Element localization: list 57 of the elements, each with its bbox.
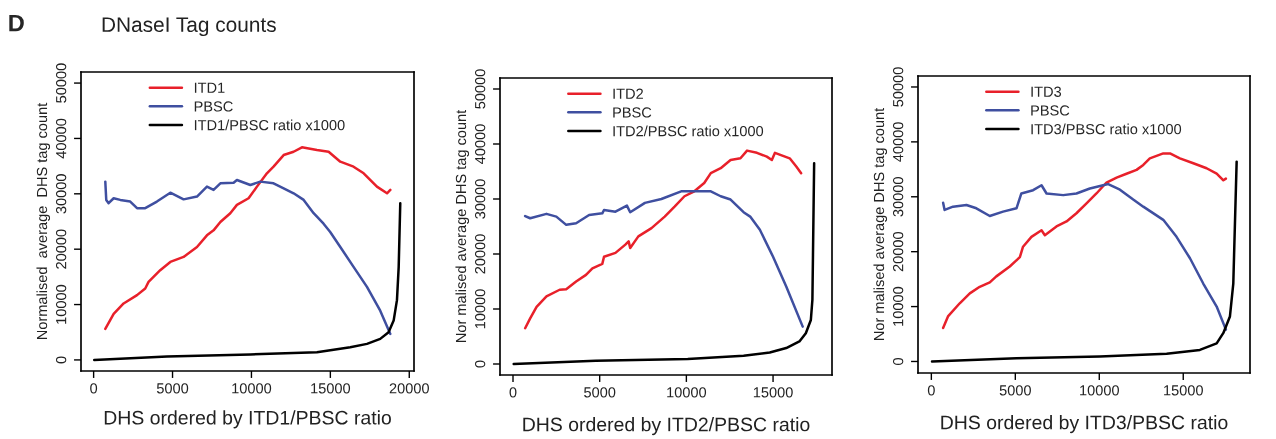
legend-label: ITD3 [1031,86,1062,97]
x-tick-label: 0 [90,383,98,394]
line-series [523,190,804,328]
y-tick-label: 50000 [55,63,67,103]
x-tick-label: 5000 [156,383,189,394]
x-tick-label: 5000 [584,387,616,398]
y-tick-label: 40000 [474,124,486,164]
y-tick-label: 30000 [55,174,67,214]
x-axis-title: DHS ordered by ITD2/PBSC ratio [523,417,810,436]
line-series [512,162,816,366]
legend-label: ITD1/PBSC ratio x1000 [194,119,345,131]
text: D [9,14,24,32]
x-tick-label: 20000 [389,383,429,394]
y-tick-label: 10000 [55,284,67,324]
x-tick-label: 15000 [1164,385,1203,396]
y-tick-label: 0 [474,360,486,368]
y-axis-title: Nor malised average DHS tag count [873,107,888,341]
y-tick-label: 40000 [55,118,67,159]
line-series [941,182,1228,331]
y-tick-label: 20000 [892,231,904,272]
line-series [941,152,1228,330]
x-tick-label: 10000 [232,383,272,394]
line-series [930,160,1238,363]
x-tick-label: 15000 [311,383,351,394]
y-tick-label: 30000 [892,177,904,217]
x-tick-label: 10000 [1080,385,1119,396]
line-series [104,178,392,336]
y-axis-title: Nor malised average DHS tag count [455,109,470,343]
x-tick-label: 0 [927,385,935,396]
line-series [93,201,402,362]
x-tick-label: 15000 [753,387,793,398]
x-axis-title: DHS ordered by ITD3/PBSC ratio [941,415,1228,434]
y-tick-label: 20000 [55,229,67,269]
y-axis-title: Normalised average DHS tag count [36,102,51,340]
chart-title: DNaseI Tag counts [102,17,276,37]
legend-label: PBSC [613,107,652,118]
x-tick-label: 0 [509,387,517,398]
y-tick-label: 10000 [474,289,486,329]
legend-label: ITD3/PBSC ratio x1000 [1031,123,1182,135]
x-tick-label: 5000 [999,385,1031,396]
y-tick-label: 0 [55,356,67,364]
x-axis-title: DHS ordered by ITD1/PBSC ratio [104,410,391,429]
y-tick-label: 50000 [474,69,486,109]
legend-label: PBSC [194,101,233,112]
legend-label: PBSC [1031,105,1070,116]
y-tick-label: 30000 [474,179,486,219]
legend-label: ITD2 [613,88,643,99]
legend-label: ITD2/PBSC ratio x1000 [613,125,764,137]
x-tick-label: 10000 [667,387,707,398]
y-tick-label: 40000 [892,122,904,162]
legend-label: ITD1 [194,82,225,93]
y-tick-label: 50000 [892,67,904,107]
y-tick-label: 0 [892,357,904,365]
line-series [523,149,803,330]
line-series [104,146,392,331]
y-tick-label: 20000 [474,234,486,274]
y-tick-label: 10000 [892,286,904,326]
